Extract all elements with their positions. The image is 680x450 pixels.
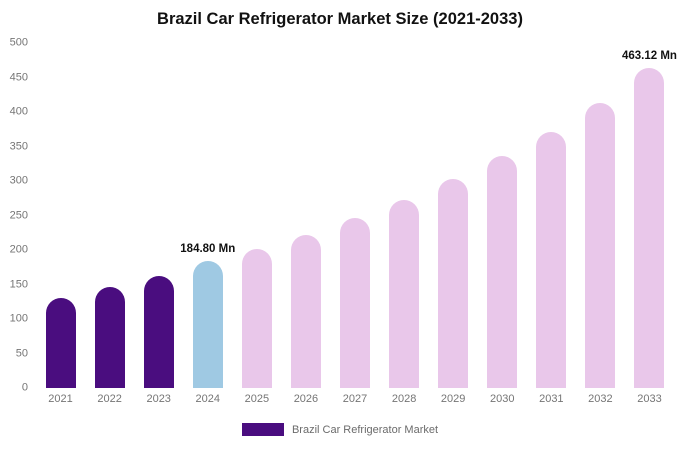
y-tick-label: 150	[9, 278, 28, 290]
y-tick-label: 500	[9, 36, 28, 49]
y-tick-label: 350	[9, 140, 28, 152]
bar-2021	[45, 298, 76, 388]
y-tick-label: 300	[9, 174, 28, 187]
x-tick-label: 2022	[97, 393, 122, 405]
bar-cell	[232, 43, 281, 388]
x-axis: 2021 2022 2023 2024 2025 2026 2027 2028 2029 2030…	[36, 393, 674, 409]
bar-2024	[192, 260, 223, 388]
bar-cell: 463.12 Mn	[621, 43, 677, 388]
bar-2026	[290, 234, 321, 388]
x-tick-label: 2028	[391, 393, 417, 405]
x-tick-label: 2032	[588, 393, 613, 405]
y-tick-label: 100	[9, 312, 28, 325]
y-tick-label: 0	[21, 381, 28, 394]
bar-cell	[85, 43, 134, 388]
bar-cell	[36, 43, 85, 388]
x-tick-label: 2030	[490, 393, 515, 405]
x-tick-label: 2024	[195, 393, 221, 405]
bar-cell: 184.80 Mn	[180, 43, 236, 388]
bar-cell	[281, 43, 330, 388]
bar-2030	[487, 156, 518, 388]
x-tick-label: 2026	[293, 393, 319, 405]
y-tick-label: 450	[9, 71, 28, 83]
bar-2033	[634, 68, 665, 388]
bar-2029	[438, 178, 469, 388]
bar-cell	[478, 43, 527, 388]
bar-cell	[429, 43, 478, 388]
bar-cell	[380, 43, 429, 388]
bars-row: 184.80 Mn 463.12 Mn	[36, 43, 677, 388]
bar-2032	[585, 103, 616, 388]
legend-label: Brazil Car Refrigerator Market	[291, 423, 439, 436]
bar-cell	[134, 43, 183, 388]
legend: Brazil Car Refrigerator Market	[0, 423, 680, 436]
bar-value-label: 463.12 Mn	[621, 50, 677, 63]
bar-2027	[340, 217, 370, 388]
bar-cell	[576, 43, 625, 388]
x-tick-label: 2021	[48, 393, 73, 405]
bar-2031	[536, 132, 567, 388]
chart-title: Brazil Car Refrigerator Market Size (202…	[157, 10, 523, 28]
x-tick-label: 2031	[539, 393, 564, 405]
legend-swatch	[241, 423, 284, 436]
bar-value-label: 184.80 Mn	[180, 242, 236, 255]
bar-2025	[241, 249, 272, 388]
x-tick-label: 2023	[146, 393, 171, 405]
plot-area: 184.80 Mn 463.12 Mn	[36, 43, 677, 388]
x-tick-label: 2025	[244, 393, 270, 405]
y-tick-label: 50	[15, 347, 28, 359]
bar-2028	[389, 199, 420, 388]
x-tick-label: 2033	[637, 393, 662, 405]
y-tick-label: 400	[9, 105, 28, 118]
y-tick-label: 250	[9, 209, 28, 221]
y-tick-label: 200	[9, 243, 28, 256]
bar-2023	[143, 275, 174, 388]
bar-cell	[330, 43, 379, 388]
y-axis: 0 50 100 150 200 250 300 350 400 450 500	[0, 37, 30, 393]
x-tick-label: 2027	[342, 393, 368, 405]
bar-cell	[527, 43, 576, 388]
x-tick-label: 2029	[440, 393, 466, 405]
bar-2022	[94, 287, 125, 388]
